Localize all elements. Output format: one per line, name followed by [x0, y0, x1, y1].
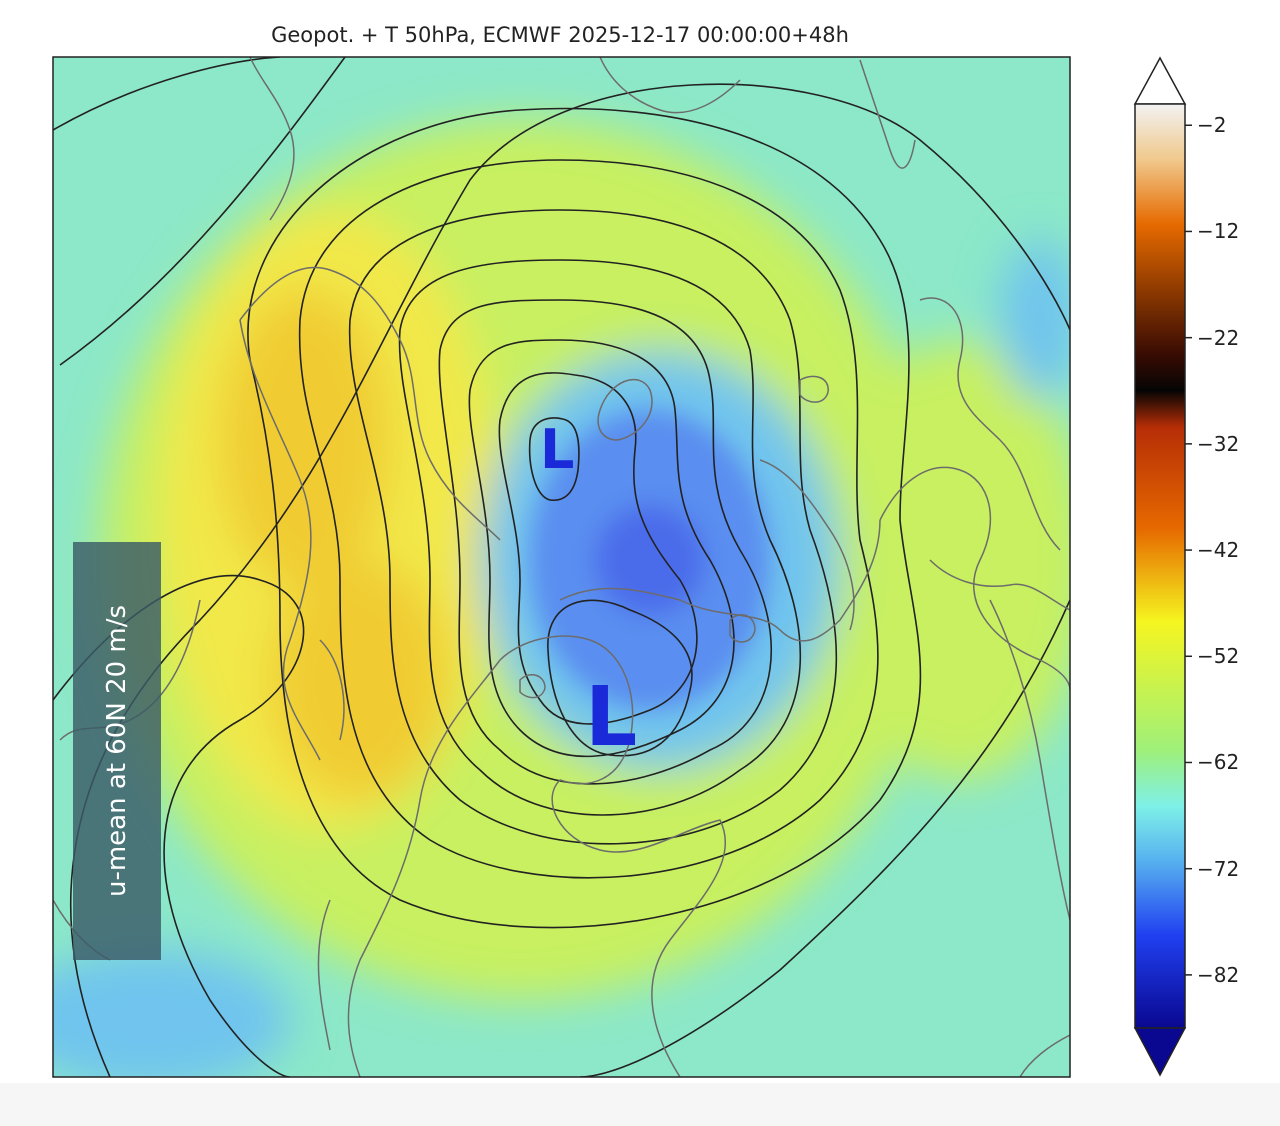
colorbar-tick-label: −12 [1197, 219, 1240, 244]
field-orange-yellow-2 [270, 560, 450, 800]
coast-north-top [599, 57, 741, 114]
contour-5 [53, 574, 305, 1077]
map-field: L L [53, 57, 1070, 1077]
coast-north-america [499, 635, 726, 1077]
contour-6 [247, 107, 922, 929]
field-light-blue-ne [1000, 240, 1070, 400]
coast-se-corner [1019, 1034, 1070, 1077]
colorbar-extend-bottom [1133, 1027, 1187, 1077]
colorbar-tick-label: −22 [1197, 325, 1240, 350]
contour-3 [59, 57, 346, 366]
coast-west-top [249, 57, 295, 221]
colorbar-tick-label: −42 [1197, 538, 1240, 563]
map-title: Geopot. + T 50hPa, ECMWF 2025-12-17 00:0… [271, 23, 849, 47]
colorbar-tick-label: −32 [1197, 431, 1240, 456]
contour-13 [547, 599, 693, 757]
coast-pacific-west [317, 899, 331, 1051]
colorbar-tick-label: −2 [1197, 113, 1227, 138]
coast-asia-north [239, 266, 501, 541]
low-label-north: L [540, 418, 574, 481]
coast-ne-coast [859, 59, 916, 169]
coast-america-west [347, 659, 501, 1077]
coast-asia-east [239, 319, 321, 761]
contour-4 [579, 599, 1070, 1077]
colorbar-body [1134, 103, 1186, 1029]
coast-europe-1 [879, 466, 1070, 691]
low-label-main: L [585, 670, 637, 765]
coast-siberia [559, 519, 881, 642]
coast-arctic-islands [519, 673, 546, 699]
coast-mediterranean [929, 559, 1070, 611]
field-orange-yellow-1 [220, 290, 390, 590]
contour-9 [398, 259, 802, 816]
coast-svalbard [729, 614, 756, 643]
annotation-box [73, 542, 161, 960]
contour-11 [468, 339, 735, 758]
coast-japan [319, 639, 345, 741]
bottom-strip [0, 1083, 1280, 1126]
contour-2 [53, 57, 281, 131]
contour-10 [438, 299, 773, 785]
coast-greenland [597, 379, 653, 441]
contour-8 [348, 209, 838, 845]
colorbar-tick-label: −82 [1197, 962, 1240, 987]
contour-7 [298, 159, 879, 879]
colorbar-tick-label: −72 [1197, 856, 1240, 881]
coast-africa [989, 599, 1070, 921]
coast-europe-2 [919, 297, 1061, 551]
colorbar-extend-top [1133, 56, 1187, 105]
field-yellow-green-east [830, 340, 1070, 780]
field-deep-blue-core [595, 505, 705, 615]
coast-iceland [799, 375, 829, 403]
colorbar [1133, 56, 1192, 1077]
contour-14 [528, 417, 580, 501]
colorbar-tick-label: −62 [1197, 750, 1240, 775]
annotation-text: u-mean at 60N 20 m/s [102, 604, 132, 898]
coast-scandinavia [759, 459, 855, 631]
map-frame [52, 56, 1071, 1078]
colorbar-tick-marks [1185, 124, 1192, 976]
contour-12 [498, 372, 698, 725]
field-light-blue-sw [53, 950, 290, 1077]
coastlines [53, 57, 1070, 1077]
colorbar-tick-label: −52 [1197, 644, 1240, 669]
